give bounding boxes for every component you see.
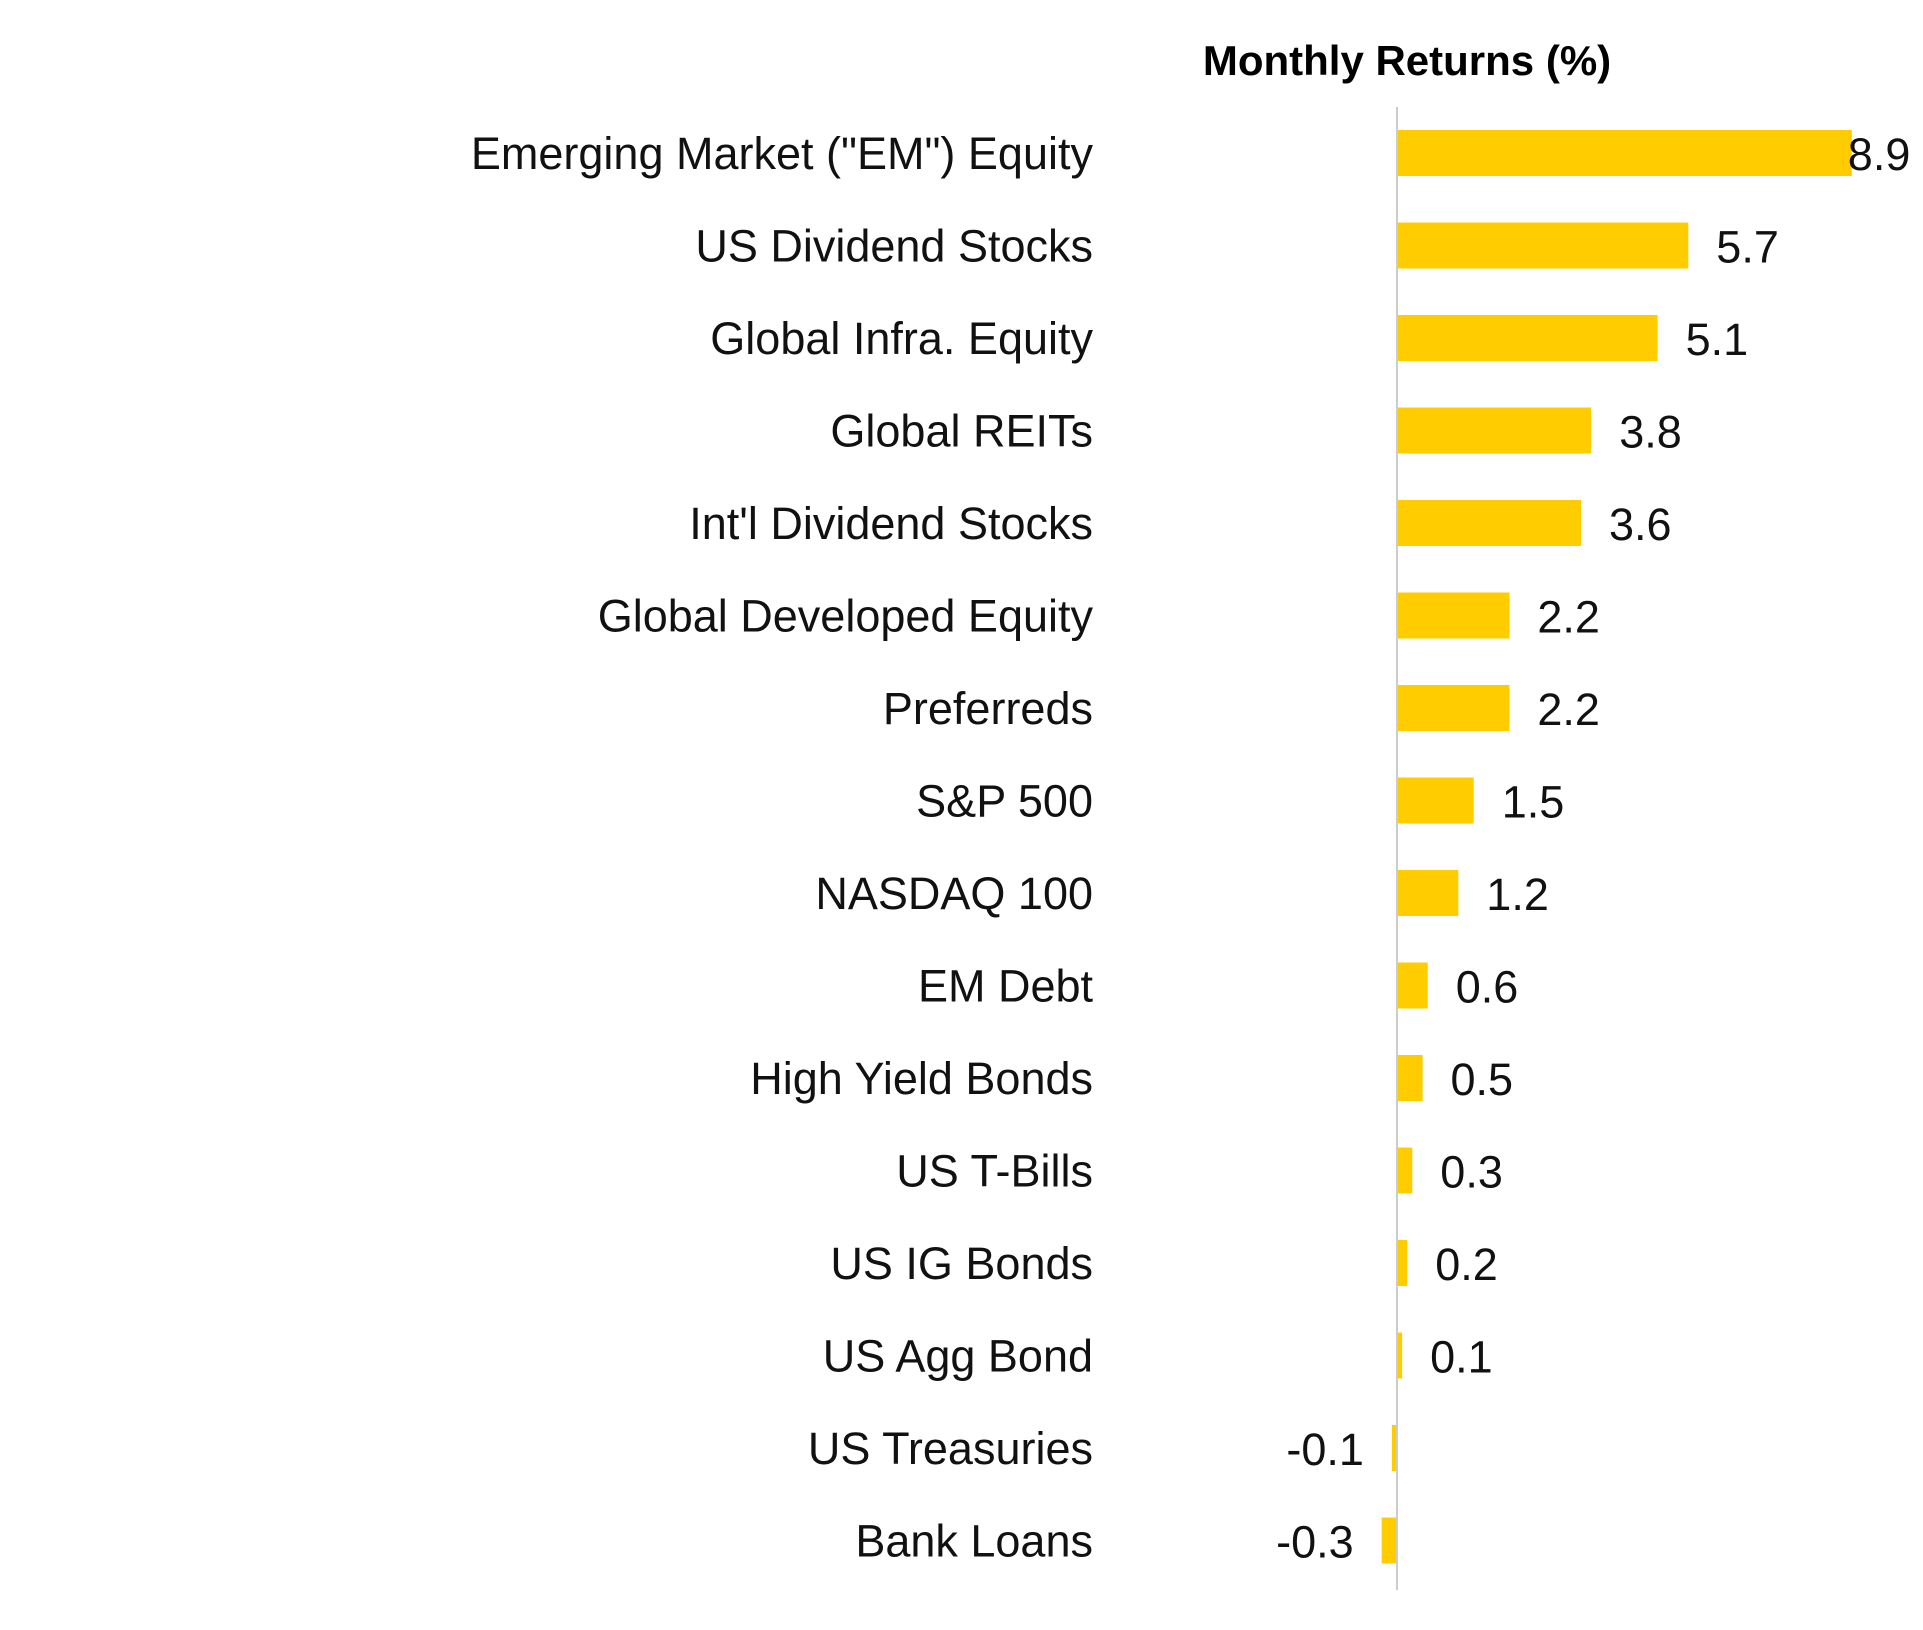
category-label-s-p-500: S&P 500	[916, 776, 1093, 827]
category-label-us-t-bills: US T-Bills	[896, 1146, 1093, 1197]
bar-preferreds	[1397, 685, 1510, 731]
bars-group	[1381, 130, 1852, 1564]
value-label-em-debt: 0.6	[1456, 962, 1519, 1013]
category-label-global-infra-equity: Global Infra. Equity	[710, 313, 1093, 364]
value-label-us-agg-bond: 0.1	[1430, 1332, 1493, 1383]
category-label-us-treasuries: US Treasuries	[808, 1423, 1093, 1474]
value-label-us-t-bills: 0.3	[1440, 1147, 1503, 1198]
value-label-int-l-dividend-stocks: 3.6	[1609, 499, 1672, 550]
chart-title: Monthly Returns (%)	[1203, 37, 1611, 84]
bar-global-reits	[1397, 407, 1592, 454]
value-label-global-infra-equity: 5.1	[1686, 314, 1749, 365]
category-labels-group: Emerging Market ("EM") Equity US Dividend…	[471, 128, 1094, 1567]
bar-em-debt	[1397, 962, 1428, 1009]
value-label-s-p-500: 1.5	[1502, 777, 1565, 828]
bar-us-agg-bond	[1397, 1332, 1403, 1379]
category-label-nasdaq-100: NASDAQ 100	[815, 868, 1093, 919]
category-label-emerging-market-em-equity: Emerging Market ("EM") Equity	[471, 128, 1094, 179]
value-labels-group: 8.95.75.13.83.62.22.21.51.20.60.50.30.20…	[1276, 129, 1910, 1568]
bar-us-dividend-stocks	[1397, 222, 1689, 269]
bar-global-infra-equity	[1397, 315, 1658, 361]
bar-bank-loans	[1381, 1517, 1397, 1564]
value-label-nasdaq-100: 1.2	[1486, 869, 1549, 920]
value-label-preferreds: 2.2	[1537, 684, 1600, 735]
value-label-bank-loans: -0.3	[1276, 1517, 1354, 1568]
category-label-global-reits: Global REITs	[830, 406, 1093, 457]
category-label-preferreds: Preferreds	[883, 683, 1093, 734]
bar-us-t-bills	[1397, 1147, 1413, 1194]
bar-global-developed-equity	[1397, 592, 1510, 639]
value-label-us-treasuries: -0.1	[1286, 1424, 1364, 1475]
bar-s-p-500	[1397, 777, 1474, 824]
category-label-us-ig-bonds: US IG Bonds	[830, 1238, 1093, 1289]
value-label-emerging-market-em-equity: 8.9	[1848, 129, 1911, 180]
value-label-us-ig-bonds: 0.2	[1435, 1239, 1498, 1290]
bar-nasdaq-100	[1397, 870, 1459, 916]
value-label-global-reits: 3.8	[1619, 407, 1682, 458]
category-label-us-dividend-stocks: US Dividend Stocks	[695, 221, 1093, 272]
bar-int-l-dividend-stocks	[1397, 500, 1581, 546]
bar-us-treasuries	[1391, 1425, 1397, 1471]
bar-us-ig-bonds	[1397, 1240, 1408, 1286]
bar-high-yield-bonds	[1397, 1055, 1423, 1101]
category-label-em-debt: EM Debt	[918, 961, 1094, 1012]
bar-emerging-market-em-equity	[1397, 130, 1852, 176]
category-label-us-agg-bond: US Agg Bond	[823, 1331, 1093, 1382]
category-label-global-developed-equity: Global Developed Equity	[598, 591, 1094, 642]
value-label-us-dividend-stocks: 5.7	[1716, 222, 1779, 273]
value-label-high-yield-bonds: 0.5	[1451, 1054, 1514, 1105]
category-label-high-yield-bonds: High Yield Bonds	[750, 1053, 1093, 1104]
value-label-global-developed-equity: 2.2	[1537, 592, 1600, 643]
category-label-bank-loans: Bank Loans	[855, 1516, 1093, 1567]
category-label-int-l-dividend-stocks: Int'l Dividend Stocks	[689, 498, 1093, 549]
